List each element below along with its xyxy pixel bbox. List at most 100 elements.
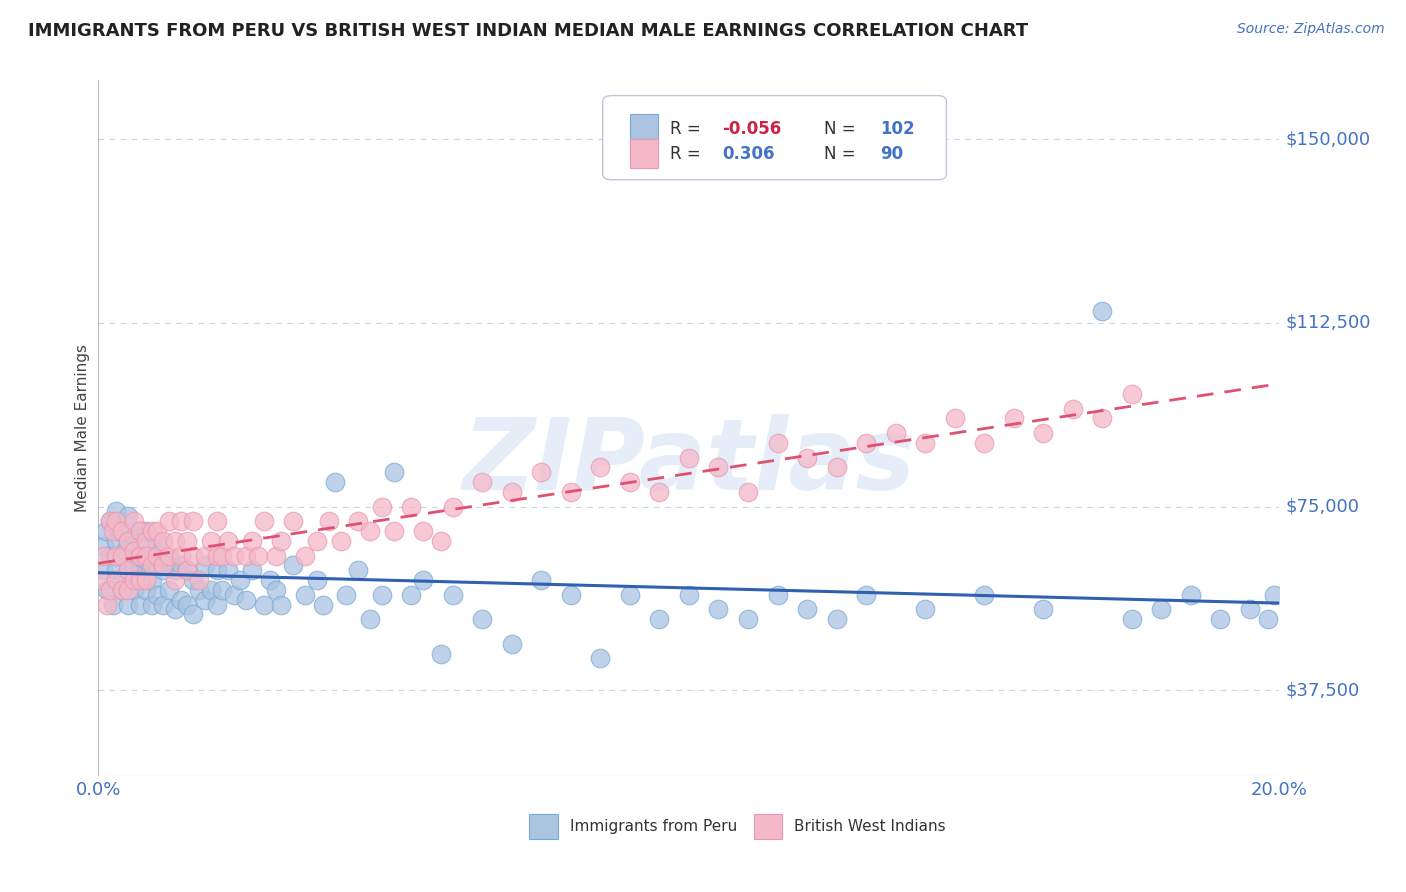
Point xyxy=(111,573,134,587)
Point xyxy=(111,549,134,563)
Point xyxy=(589,651,612,665)
Point xyxy=(737,612,759,626)
Point xyxy=(1032,602,1054,616)
Point xyxy=(111,582,134,597)
Text: $75,000: $75,000 xyxy=(1285,498,1360,516)
Point xyxy=(224,549,246,563)
Y-axis label: Median Male Earnings: Median Male Earnings xyxy=(75,344,90,512)
Point xyxy=(371,588,394,602)
Point xyxy=(105,549,128,563)
Point xyxy=(93,549,115,563)
Text: R =: R = xyxy=(671,120,700,138)
Point xyxy=(205,514,228,528)
Point xyxy=(1091,411,1114,425)
Point xyxy=(181,573,204,587)
Text: $150,000: $150,000 xyxy=(1285,130,1371,148)
Point xyxy=(157,514,180,528)
Point xyxy=(471,612,494,626)
Point xyxy=(200,533,222,548)
Point xyxy=(235,592,257,607)
Point xyxy=(205,563,228,577)
Point xyxy=(1002,411,1025,425)
Point xyxy=(205,598,228,612)
Point xyxy=(335,588,357,602)
Point xyxy=(264,549,287,563)
Point xyxy=(766,588,789,602)
Point xyxy=(181,607,204,622)
Bar xyxy=(630,139,658,169)
Bar xyxy=(630,114,658,144)
Point xyxy=(707,602,730,616)
Text: British West Indians: British West Indians xyxy=(794,819,946,834)
Point xyxy=(141,598,163,612)
Point xyxy=(165,533,187,548)
Point xyxy=(855,588,877,602)
Point xyxy=(170,514,193,528)
Point xyxy=(318,514,340,528)
Point xyxy=(1209,612,1232,626)
Point xyxy=(1032,425,1054,440)
Point xyxy=(217,533,239,548)
Point xyxy=(117,582,139,597)
Point xyxy=(105,563,128,577)
Point xyxy=(973,435,995,450)
Point xyxy=(855,435,877,450)
Point xyxy=(117,598,139,612)
Point xyxy=(914,435,936,450)
Point xyxy=(96,598,118,612)
Point xyxy=(359,612,381,626)
Point xyxy=(707,460,730,475)
Text: 102: 102 xyxy=(880,120,915,138)
Point xyxy=(103,598,125,612)
Point xyxy=(194,592,217,607)
Text: 90: 90 xyxy=(880,145,904,162)
Point xyxy=(135,549,157,563)
Point xyxy=(152,558,174,573)
Point xyxy=(157,582,180,597)
Point xyxy=(152,533,174,548)
Point xyxy=(135,524,157,538)
Point xyxy=(170,549,193,563)
Point xyxy=(181,514,204,528)
Point xyxy=(146,558,169,573)
Point xyxy=(165,573,187,587)
Text: R =: R = xyxy=(671,145,700,162)
Point xyxy=(1150,602,1173,616)
Point xyxy=(264,582,287,597)
Point xyxy=(294,549,316,563)
Point xyxy=(105,533,128,548)
Text: $37,500: $37,500 xyxy=(1285,681,1360,699)
Point xyxy=(122,558,145,573)
Point xyxy=(648,612,671,626)
Point xyxy=(108,524,131,538)
Point xyxy=(141,573,163,587)
Text: Immigrants from Peru: Immigrants from Peru xyxy=(569,819,737,834)
Point xyxy=(200,582,222,597)
Point xyxy=(105,504,128,518)
Point xyxy=(146,549,169,563)
Point xyxy=(259,573,281,587)
Point xyxy=(141,524,163,538)
Bar xyxy=(530,814,558,838)
Point xyxy=(283,514,305,528)
Point xyxy=(111,549,134,563)
Point xyxy=(825,460,848,475)
Point xyxy=(253,514,276,528)
Point xyxy=(246,549,269,563)
Point xyxy=(176,563,198,577)
Point xyxy=(128,573,150,587)
Point xyxy=(94,524,117,538)
Point xyxy=(441,500,464,514)
Point xyxy=(412,573,434,587)
Text: N =: N = xyxy=(824,145,855,162)
Point xyxy=(678,588,700,602)
Point xyxy=(181,549,204,563)
Point xyxy=(170,558,193,573)
Point xyxy=(240,563,263,577)
Point xyxy=(530,465,553,479)
Point xyxy=(294,588,316,602)
Point xyxy=(347,514,370,528)
Point xyxy=(146,533,169,548)
Point xyxy=(117,533,139,548)
Text: Source: ZipAtlas.com: Source: ZipAtlas.com xyxy=(1237,22,1385,37)
